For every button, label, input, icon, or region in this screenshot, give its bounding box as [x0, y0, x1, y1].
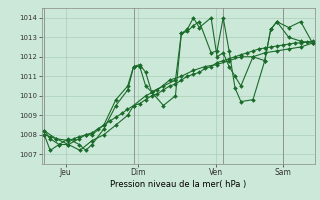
X-axis label: Pression niveau de la mer( hPa ): Pression niveau de la mer( hPa )	[110, 180, 246, 189]
